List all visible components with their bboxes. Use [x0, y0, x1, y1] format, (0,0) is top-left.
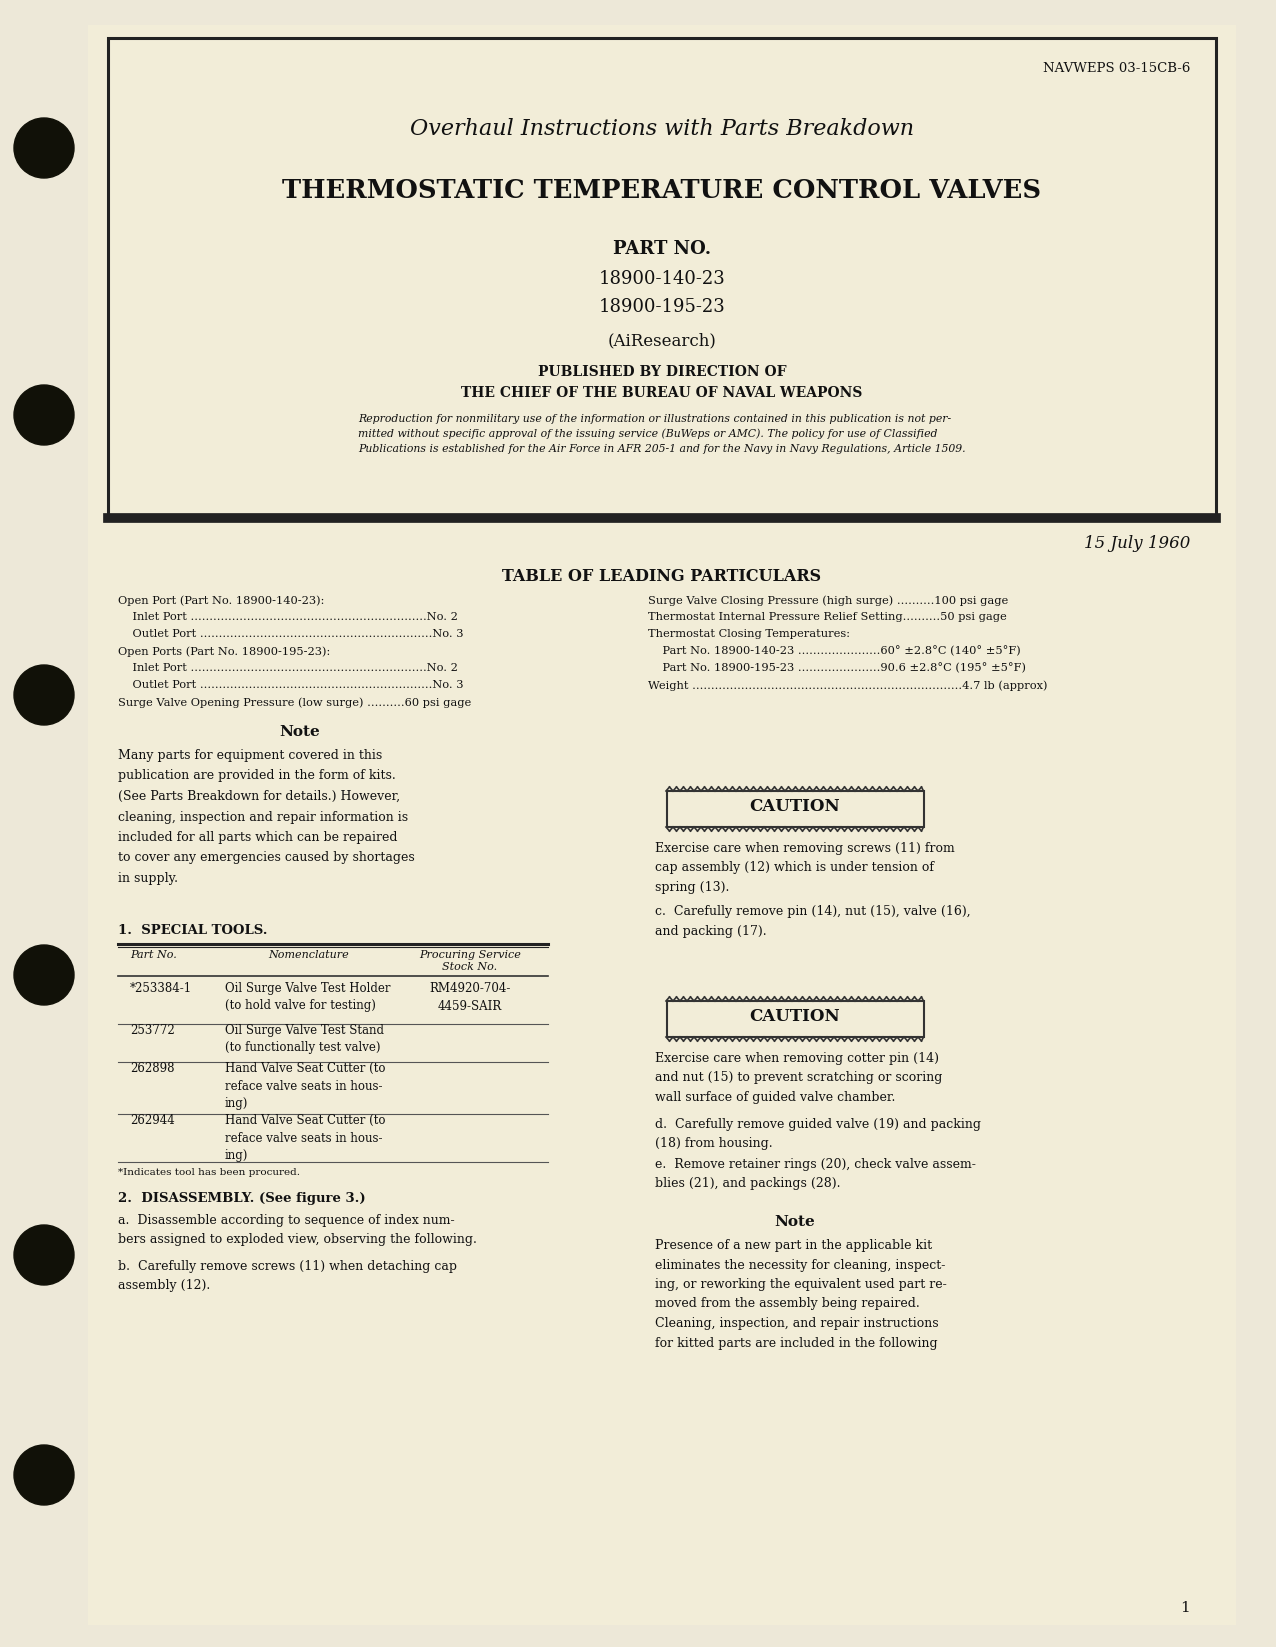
- Bar: [88, 25, 1236, 1626]
- Text: a.  Disassemble according to sequence of index num-
bers assigned to exploded vi: a. Disassemble according to sequence of …: [117, 1214, 477, 1247]
- Circle shape: [14, 1444, 74, 1505]
- Text: Hand Valve Seat Cutter (to
reface valve seats in hous-
ing): Hand Valve Seat Cutter (to reface valve …: [225, 1113, 385, 1163]
- Text: CAUTION: CAUTION: [750, 1008, 841, 1024]
- Text: 1.  SPECIAL TOOLS.: 1. SPECIAL TOOLS.: [117, 924, 268, 937]
- Text: Inlet Port ...............................................................No. 2: Inlet Port .............................…: [117, 613, 458, 623]
- Text: 15 July 1960: 15 July 1960: [1083, 535, 1191, 552]
- Text: Part No. 18900-140-23 ......................60° ±2.8°C (140° ±5°F): Part No. 18900-140-23 ..................…: [648, 646, 1021, 657]
- Text: Reproduction for nonmilitary use of the information or illustrations contained i: Reproduction for nonmilitary use of the …: [359, 413, 966, 453]
- Text: Note: Note: [279, 725, 320, 740]
- Text: 1: 1: [1180, 1601, 1191, 1616]
- Text: *253384-1: *253384-1: [130, 982, 193, 995]
- Text: 2.  DISASSEMBLY. (See figure 3.): 2. DISASSEMBLY. (See figure 3.): [117, 1192, 366, 1206]
- Circle shape: [14, 945, 74, 1005]
- Text: THERMOSTATIC TEMPERATURE CONTROL VALVES: THERMOSTATIC TEMPERATURE CONTROL VALVES: [282, 178, 1041, 203]
- Text: THE CHIEF OF THE BUREAU OF NAVAL WEAPONS: THE CHIEF OF THE BUREAU OF NAVAL WEAPONS: [462, 385, 863, 400]
- Text: Exercise care when removing screws (11) from
cap assembly (12) which is under te: Exercise care when removing screws (11) …: [655, 842, 954, 894]
- Text: TABLE OF LEADING PARTICULARS: TABLE OF LEADING PARTICULARS: [503, 568, 822, 585]
- Text: CAUTION: CAUTION: [750, 799, 841, 815]
- Text: d.  Carefully remove guided valve (19) and packing
(18) from housing.: d. Carefully remove guided valve (19) an…: [655, 1118, 981, 1151]
- Text: 18900-140-23: 18900-140-23: [598, 270, 725, 288]
- Text: *Indicates tool has been procured.: *Indicates tool has been procured.: [117, 1168, 300, 1178]
- Text: Oil Surge Valve Test Holder
(to hold valve for testing): Oil Surge Valve Test Holder (to hold val…: [225, 982, 390, 1013]
- Text: PART NO.: PART NO.: [612, 240, 711, 259]
- Text: Part No.: Part No.: [130, 950, 177, 960]
- Text: Oil Surge Valve Test Stand
(to functionally test valve): Oil Surge Valve Test Stand (to functiona…: [225, 1024, 384, 1054]
- Text: b.  Carefully remove screws (11) when detaching cap
assembly (12).: b. Carefully remove screws (11) when det…: [117, 1260, 457, 1293]
- Circle shape: [14, 1225, 74, 1285]
- Text: c.  Carefully remove pin (14), nut (15), valve (16),
and packing (17).: c. Carefully remove pin (14), nut (15), …: [655, 904, 971, 937]
- Text: 253772: 253772: [130, 1024, 175, 1038]
- Text: RM4920-704-
4459-SAIR: RM4920-704- 4459-SAIR: [429, 982, 510, 1013]
- Text: 262898: 262898: [130, 1062, 175, 1075]
- Text: Surge Valve Closing Pressure (high surge) ..........100 psi gage: Surge Valve Closing Pressure (high surge…: [648, 595, 1008, 606]
- Circle shape: [14, 119, 74, 178]
- Text: Weight ........................................................................4: Weight .................................…: [648, 680, 1048, 690]
- Circle shape: [14, 385, 74, 445]
- Text: Surge Valve Opening Pressure (low surge) ..........60 psi gage: Surge Valve Opening Pressure (low surge)…: [117, 697, 471, 708]
- Text: Open Ports (Part No. 18900-195-23):: Open Ports (Part No. 18900-195-23):: [117, 646, 330, 657]
- Text: Outlet Port ..............................................................No. 3: Outlet Port ............................…: [117, 629, 463, 639]
- Text: Part No. 18900-195-23 ......................90.6 ±2.8°C (195° ±5°F): Part No. 18900-195-23 ..................…: [648, 664, 1026, 674]
- Text: Outlet Port ..............................................................No. 3: Outlet Port ............................…: [117, 680, 463, 690]
- Text: Thermostat Closing Temperatures:: Thermostat Closing Temperatures:: [648, 629, 850, 639]
- Text: 18900-195-23: 18900-195-23: [598, 298, 725, 316]
- Text: Open Port (Part No. 18900-140-23):: Open Port (Part No. 18900-140-23):: [117, 595, 324, 606]
- Text: Procuring Service
Stock No.: Procuring Service Stock No.: [419, 950, 521, 972]
- Text: e.  Remove retainer rings (20), check valve assem-
blies (21), and packings (28): e. Remove retainer rings (20), check val…: [655, 1158, 976, 1191]
- Bar: [666, 791, 924, 827]
- Text: Nomenclature: Nomenclature: [268, 950, 348, 960]
- Text: 262944: 262944: [130, 1113, 175, 1127]
- Text: (AiResearch): (AiResearch): [607, 333, 716, 349]
- Text: Exercise care when removing cotter pin (14)
and nut (15) to prevent scratching o: Exercise care when removing cotter pin (…: [655, 1052, 943, 1103]
- Bar: [108, 38, 1216, 516]
- Text: Note: Note: [775, 1215, 815, 1229]
- Text: PUBLISHED BY DIRECTION OF: PUBLISHED BY DIRECTION OF: [537, 366, 786, 379]
- Text: NAVWEPS 03-15CB-6: NAVWEPS 03-15CB-6: [1042, 63, 1191, 76]
- Text: Presence of a new part in the applicable kit
eliminates the necessity for cleani: Presence of a new part in the applicable…: [655, 1239, 947, 1349]
- Text: Inlet Port ...............................................................No. 2: Inlet Port .............................…: [117, 664, 458, 674]
- Bar: [666, 1001, 924, 1038]
- Text: Overhaul Instructions with Parts Breakdown: Overhaul Instructions with Parts Breakdo…: [410, 119, 914, 140]
- Text: Many parts for equipment covered in this
publication are provided in the form of: Many parts for equipment covered in this…: [117, 749, 415, 884]
- Text: Hand Valve Seat Cutter (to
reface valve seats in hous-
ing): Hand Valve Seat Cutter (to reface valve …: [225, 1062, 385, 1110]
- Text: Thermostat Internal Pressure Relief Setting..........50 psi gage: Thermostat Internal Pressure Relief Sett…: [648, 613, 1007, 623]
- Circle shape: [14, 665, 74, 725]
